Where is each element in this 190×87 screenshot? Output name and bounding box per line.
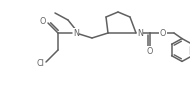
Text: Cl: Cl (36, 60, 44, 68)
Text: O: O (40, 17, 46, 25)
Text: N: N (137, 29, 143, 37)
Text: O: O (160, 29, 166, 37)
Text: O: O (147, 46, 153, 56)
Text: N: N (73, 29, 79, 37)
